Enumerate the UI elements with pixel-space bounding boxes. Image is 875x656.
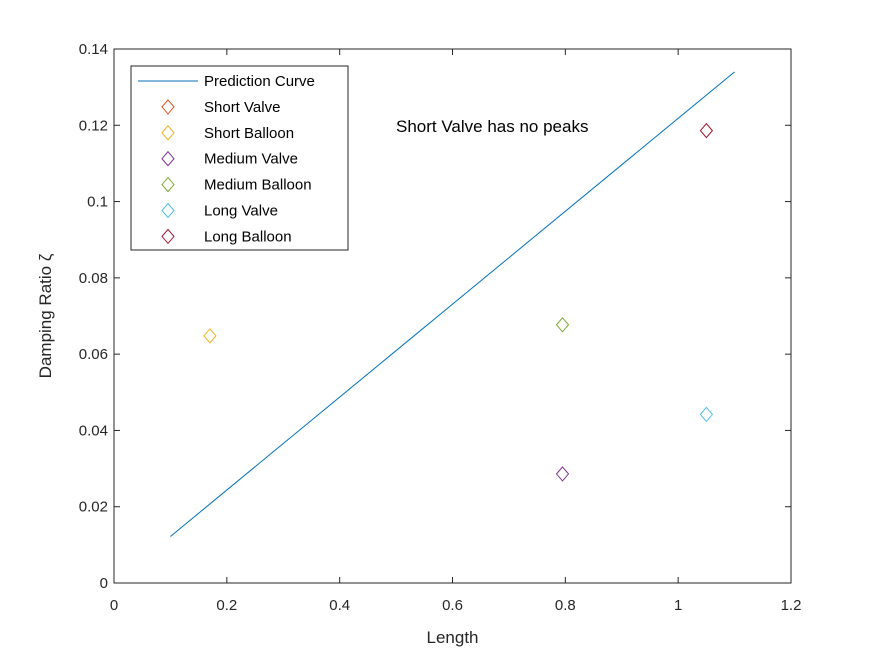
y-tick-label: 0.04 xyxy=(79,422,108,439)
x-tick-label: 0.6 xyxy=(442,597,463,614)
legend-swatch-medium-balloon xyxy=(161,176,175,193)
legend-label-short-valve: Short Valve xyxy=(204,99,280,116)
x-tick-label: 1 xyxy=(674,597,682,614)
y-axis-label: Damping Ratio ζ xyxy=(36,253,55,378)
x-tick-label: 0.4 xyxy=(329,597,350,614)
legend: Prediction Curve Short Valve Short Balloon… xyxy=(130,65,349,251)
y-tick-label: 0.12 xyxy=(79,117,108,134)
point-short-balloon xyxy=(203,328,217,344)
point-medium-valve xyxy=(555,466,570,482)
y-tick-label: 0.06 xyxy=(79,346,108,363)
legend-swatch-long-valve xyxy=(161,202,175,219)
legend-swatch-long-balloon xyxy=(161,228,175,245)
x-tick-label: 0 xyxy=(110,597,118,614)
legend-swatch-short-valve xyxy=(161,99,175,115)
legend-swatch-medium-valve xyxy=(161,150,175,167)
legend-label-medium-balloon: Medium Balloon xyxy=(204,177,312,194)
prediction-curve-layer xyxy=(170,71,735,537)
y-axis-ticks: 0 0.02 0.04 0.06 0.08 0.1 0.12 0.14 xyxy=(79,41,791,592)
y-tick-label: 0.02 xyxy=(79,499,108,516)
legend-swatch-short-balloon xyxy=(161,125,175,141)
legend-box xyxy=(130,65,349,251)
point-long-balloon xyxy=(699,122,714,139)
x-axis-ticks: 0 0.2 0.4 0.6 0.8 1 1.2 xyxy=(110,49,802,614)
legend-label-long-valve: Long Valve xyxy=(204,203,278,220)
legend-label-medium-valve: Medium Valve xyxy=(204,151,298,168)
y-tick-label: 0 xyxy=(100,575,108,592)
point-long-valve xyxy=(699,406,714,423)
x-axis-label: Length xyxy=(427,628,479,647)
scatter-points-layer xyxy=(203,122,714,482)
y-tick-label: 0.08 xyxy=(79,270,108,287)
point-medium-balloon xyxy=(555,317,570,333)
x-tick-label: 0.2 xyxy=(216,597,237,614)
x-tick-label: 1.2 xyxy=(781,597,802,614)
legend-label-prediction-curve: Prediction Curve xyxy=(204,73,315,90)
legend-label-short-balloon: Short Balloon xyxy=(204,125,294,142)
x-tick-label: 0.8 xyxy=(555,597,576,614)
y-tick-label: 0.14 xyxy=(79,41,108,58)
y-tick-label: 0.1 xyxy=(87,194,108,211)
prediction-curve-line xyxy=(170,71,735,537)
legend-label-long-balloon: Long Balloon xyxy=(204,228,292,245)
annotation-text: Short Valve has no peaks xyxy=(396,117,588,136)
